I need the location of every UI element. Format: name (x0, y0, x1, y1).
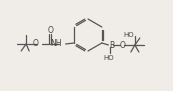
Text: O: O (119, 40, 125, 50)
Text: O: O (47, 26, 53, 35)
Text: NH: NH (51, 39, 62, 49)
Text: HO: HO (104, 55, 114, 61)
Text: B: B (109, 40, 114, 50)
Text: HO: HO (124, 32, 134, 38)
Text: O: O (33, 39, 39, 49)
